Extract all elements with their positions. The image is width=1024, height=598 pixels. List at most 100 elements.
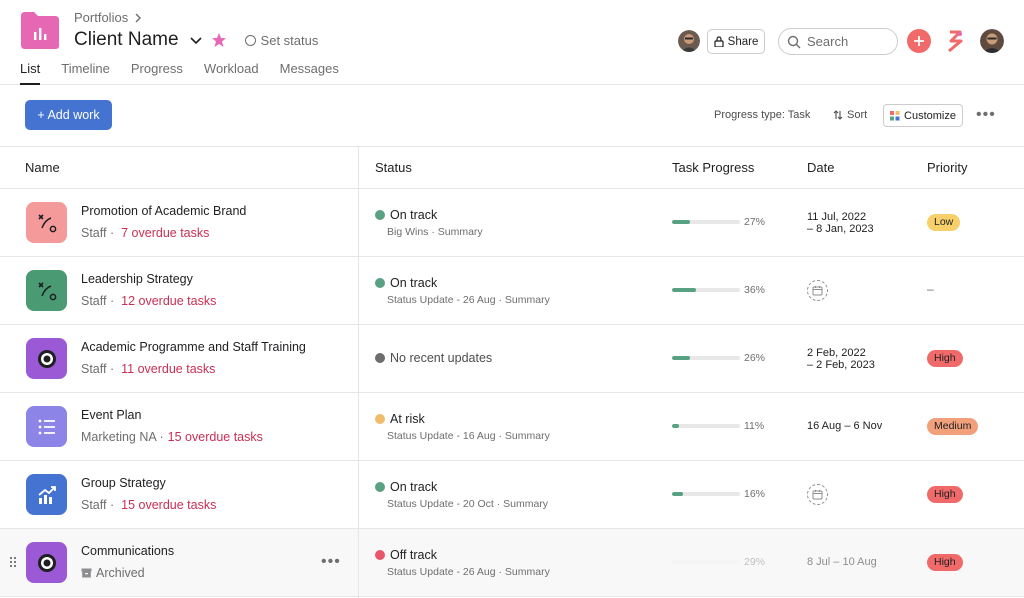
- status-indicator[interactable]: No recent updates: [375, 351, 492, 365]
- overdue-count[interactable]: 7 overdue tasks: [121, 226, 210, 240]
- project-icon: [26, 270, 67, 311]
- date-end: – 2 Feb, 2023: [807, 359, 875, 371]
- chevron-right-icon: [135, 13, 142, 22]
- column-status[interactable]: Status: [375, 160, 412, 175]
- status-indicator[interactable]: On track: [375, 276, 437, 290]
- table-row[interactable]: Academic Programme and Staff Training St…: [0, 325, 1024, 393]
- overdue-count[interactable]: 11 overdue tasks: [121, 362, 216, 376]
- status-indicator[interactable]: On track: [375, 208, 437, 222]
- project-owner: Staff ·: [81, 226, 115, 240]
- tab-workload[interactable]: Workload: [203, 61, 259, 76]
- progress-percent: 27%: [744, 216, 766, 228]
- status-indicator[interactable]: Off track: [375, 548, 437, 562]
- date-range[interactable]: 11 Jul, 2022 – 8 Jan, 2023: [807, 211, 874, 235]
- tab-progress[interactable]: Progress: [130, 61, 183, 76]
- project-name[interactable]: Event Plan: [81, 408, 142, 422]
- asana-ai-icon[interactable]: [945, 30, 965, 52]
- add-work-button[interactable]: + Add work: [25, 100, 112, 130]
- project-name[interactable]: Promotion of Academic Brand: [81, 204, 247, 218]
- share-button[interactable]: Share: [707, 29, 765, 54]
- priority-badge[interactable]: Medium: [927, 418, 979, 435]
- status-update-link[interactable]: Big Wins · Summary: [387, 226, 483, 238]
- sort-button[interactable]: Sort: [833, 109, 867, 121]
- star-icon[interactable]: [211, 32, 227, 48]
- customize-label: Customize: [904, 109, 956, 122]
- overdue-count[interactable]: 12 overdue tasks: [121, 294, 217, 308]
- user-avatar[interactable]: [980, 29, 1004, 53]
- project-name[interactable]: Communications: [81, 544, 175, 558]
- table-row[interactable]: Communications Archived ••• Off track St…: [0, 529, 1024, 597]
- table-row[interactable]: Leadership Strategy Staff · 12 overdue t…: [0, 257, 1024, 325]
- quick-add-button[interactable]: [907, 29, 931, 53]
- column-priority[interactable]: Priority: [927, 160, 968, 175]
- search-input[interactable]: Search: [778, 28, 898, 55]
- status-label: On track: [390, 208, 438, 222]
- archive-icon: [81, 568, 92, 578]
- row-more-options-icon[interactable]: •••: [321, 553, 341, 570]
- status-update-link[interactable]: Status Update - 20 Oct · Summary: [387, 498, 549, 510]
- grid-icon: [890, 110, 900, 120]
- progress-fill: [672, 288, 697, 292]
- status-update-link[interactable]: Status Update - 26 Aug · Summary: [387, 294, 550, 306]
- tab-messages[interactable]: Messages: [279, 61, 339, 76]
- calendar-icon: [812, 286, 823, 296]
- tab-timeline[interactable]: Timeline: [61, 61, 110, 76]
- project-name[interactable]: Academic Programme and Staff Training: [81, 340, 306, 354]
- priority-empty[interactable]: –: [927, 282, 934, 296]
- table-row[interactable]: Event Plan Marketing NA · 15 overdue tas…: [0, 393, 1024, 461]
- column-date[interactable]: Date: [807, 160, 835, 175]
- chevron-down-icon[interactable]: [189, 33, 203, 47]
- progress-percent: 36%: [744, 284, 766, 296]
- status-indicator[interactable]: At risk: [375, 412, 425, 426]
- column-task-progress[interactable]: Task Progress: [672, 160, 755, 175]
- drag-handle-icon[interactable]: [9, 556, 17, 568]
- sort-icon: [833, 110, 843, 120]
- project-meta: Staff · 15 overdue tasks: [81, 498, 216, 512]
- share-label: Share: [727, 35, 759, 48]
- progress-fill: [672, 220, 691, 224]
- progress-bar: [672, 560, 740, 564]
- date-range[interactable]: 2 Feb, 2022 – 2 Feb, 2023: [807, 347, 875, 371]
- set-date-button[interactable]: [807, 484, 828, 505]
- set-status-button[interactable]: Set status: [244, 33, 318, 48]
- page-title: Client Name: [74, 29, 179, 50]
- date-range[interactable]: 16 Aug – 6 Nov: [807, 420, 882, 432]
- overdue-count[interactable]: 15 overdue tasks: [121, 498, 217, 512]
- project-owner: Staff ·: [81, 362, 115, 376]
- set-date-button[interactable]: [807, 280, 828, 301]
- overdue-count[interactable]: 15 overdue tasks: [167, 430, 263, 444]
- status-indicator[interactable]: On track: [375, 480, 437, 494]
- project-name[interactable]: Group Strategy: [81, 476, 166, 490]
- status-dot: [375, 482, 385, 492]
- breadcrumb[interactable]: Portfolios: [74, 10, 142, 25]
- progress-fill: [672, 356, 690, 360]
- progress-type-selector[interactable]: Progress type: Task: [714, 109, 811, 121]
- status-update-link[interactable]: Status Update - 26 Aug · Summary: [387, 566, 550, 578]
- date-range[interactable]: 8 Jul – 10 Aug: [807, 556, 877, 568]
- project-icon: [26, 542, 67, 583]
- customize-button[interactable]: Customize: [883, 104, 963, 127]
- priority-badge[interactable]: High: [927, 350, 963, 367]
- table-row[interactable]: Group Strategy Staff · 15 overdue tasks …: [0, 461, 1024, 529]
- progress-fill: [672, 492, 683, 496]
- project-name[interactable]: Leadership Strategy: [81, 272, 193, 286]
- status-ring-icon: [244, 34, 256, 46]
- priority-badge[interactable]: High: [927, 554, 963, 571]
- member-avatar[interactable]: [678, 30, 700, 52]
- project-owner: Marketing NA ·: [81, 430, 164, 444]
- project-meta: Staff · 12 overdue tasks: [81, 294, 216, 308]
- table-row[interactable]: Promotion of Academic Brand Staff · 7 ov…: [0, 189, 1024, 257]
- sort-label: Sort: [847, 109, 868, 121]
- progress-fill: [672, 560, 692, 564]
- column-name[interactable]: Name: [25, 160, 60, 175]
- more-options-icon[interactable]: •••: [976, 106, 996, 123]
- column-divider: [358, 147, 359, 598]
- status-update-link[interactable]: Status Update - 16 Aug · Summary: [387, 430, 550, 442]
- tab-list[interactable]: List: [20, 61, 41, 85]
- list-icon: [38, 419, 55, 434]
- progress-percent: 11%: [744, 420, 765, 432]
- breadcrumb-portfolios[interactable]: Portfolios: [74, 10, 129, 25]
- project-meta: Staff · 11 overdue tasks: [81, 362, 215, 376]
- priority-badge[interactable]: High: [927, 486, 963, 503]
- priority-badge[interactable]: Low: [927, 214, 961, 231]
